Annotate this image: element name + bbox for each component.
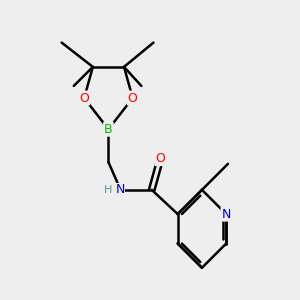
Text: B: B — [104, 123, 113, 136]
Text: N: N — [221, 208, 231, 220]
Text: H: H — [103, 185, 112, 195]
Text: N: N — [116, 183, 125, 196]
Text: O: O — [155, 152, 165, 165]
Text: O: O — [128, 92, 138, 104]
Text: O: O — [79, 92, 89, 104]
